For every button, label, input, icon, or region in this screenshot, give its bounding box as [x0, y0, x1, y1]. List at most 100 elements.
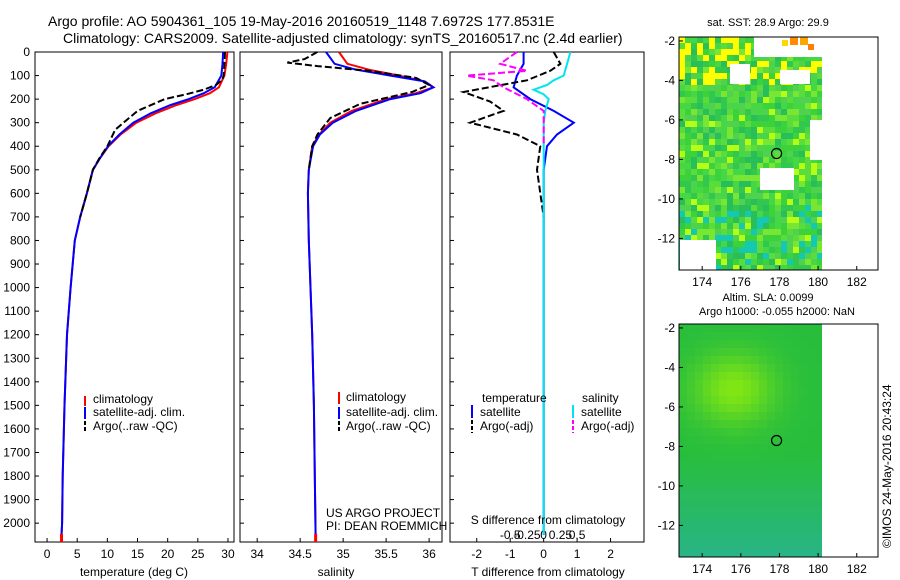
sst-cell	[775, 85, 781, 91]
sst-cell	[781, 223, 787, 229]
sst-cell	[709, 223, 715, 229]
sst-cell	[721, 49, 727, 55]
sla-cell	[711, 500, 719, 508]
sla-cell	[799, 444, 807, 452]
sst-cell	[727, 175, 733, 181]
series-line-argo-raw-qc-	[79, 51, 226, 218]
sst-cell	[679, 55, 685, 61]
sla-cell	[743, 420, 751, 428]
sla-cell	[695, 540, 703, 548]
sla-cell	[711, 436, 719, 444]
sst-cell	[679, 157, 685, 163]
sla-cell	[799, 412, 807, 420]
sst-cell	[739, 211, 745, 217]
temperature-legend: climatology satellite-adj. clim. Argo(..…	[84, 392, 185, 433]
sla-cell	[807, 428, 815, 436]
sst-cell	[715, 49, 721, 55]
sst-cell	[781, 151, 787, 157]
sst-cell	[763, 79, 769, 85]
sla-cell	[751, 332, 759, 340]
sla-cell	[767, 460, 775, 468]
sst-cell	[703, 175, 709, 181]
map-x-tick-label: 180	[808, 275, 828, 289]
sst-cell	[703, 217, 709, 223]
sla-cell	[711, 524, 719, 532]
sla-cell	[767, 428, 775, 436]
sla-cell	[767, 476, 775, 484]
sla-cell	[703, 412, 711, 420]
sst-cell	[745, 121, 751, 127]
sla-cell	[791, 452, 799, 460]
sst-cell	[781, 55, 787, 61]
sst-cell	[799, 181, 805, 187]
sst-cell	[739, 139, 745, 145]
sst-cell	[799, 175, 805, 181]
sla-cell	[703, 548, 711, 556]
sst-cell	[679, 49, 685, 55]
sst-cell	[757, 193, 763, 199]
sla-cell	[735, 524, 743, 532]
sst-cell	[697, 67, 703, 73]
sst-cell	[739, 247, 745, 253]
sst-cell	[733, 223, 739, 229]
sst-cell	[697, 121, 703, 127]
sst-cell	[733, 55, 739, 61]
sla-cell	[703, 460, 711, 468]
sla-cell	[687, 524, 695, 532]
sla-cell	[687, 364, 695, 372]
sst-cell	[709, 115, 715, 121]
sla-cell	[751, 444, 759, 452]
sla-cell	[695, 412, 703, 420]
sst-cell	[739, 265, 745, 270]
sst-cell	[769, 103, 775, 109]
sla-cell	[711, 404, 719, 412]
sst-cell	[775, 241, 781, 247]
sst-cell	[751, 91, 757, 97]
sst-cell	[721, 205, 727, 211]
sla-cell	[767, 324, 775, 332]
sla-cell	[807, 412, 815, 420]
sst-cell	[679, 91, 685, 97]
x2-tick-label: -0.25	[513, 528, 541, 542]
sst-cell	[811, 193, 817, 199]
sst-cell	[775, 157, 781, 163]
sst-cell	[805, 253, 811, 259]
sla-cell	[767, 356, 775, 364]
sst-cell	[805, 91, 811, 97]
sla-cell	[815, 484, 822, 492]
x2-tick-label: -0.5	[500, 528, 521, 542]
sst-cell	[685, 91, 691, 97]
sst-cell	[793, 85, 799, 91]
sst-cell	[811, 223, 817, 229]
sla-cell	[743, 340, 751, 348]
sla-cell	[687, 380, 695, 388]
sst-cell	[769, 85, 775, 91]
sla-cell	[799, 532, 807, 540]
sla-cell	[759, 492, 767, 500]
sst-cell	[679, 199, 685, 205]
sst-cell	[691, 121, 697, 127]
sst-cell	[817, 235, 822, 241]
sla-cell	[807, 348, 815, 356]
sst-cell	[727, 43, 733, 49]
sst-cell	[787, 109, 793, 115]
sla-cell	[727, 348, 735, 356]
sla-cell	[783, 404, 791, 412]
sla-cell	[799, 484, 807, 492]
sst-cell	[817, 103, 822, 109]
sst-cell	[763, 67, 769, 73]
sla-cell	[679, 412, 687, 420]
sst-cell	[817, 55, 822, 61]
sst-cell	[751, 79, 757, 85]
sla-cell	[815, 516, 822, 524]
sla-cell	[743, 476, 751, 484]
difference-x2label: S difference from climatology	[471, 513, 626, 527]
sst-cell	[781, 235, 787, 241]
sst-cell	[721, 61, 727, 67]
sst-cell	[745, 91, 751, 97]
y-tick-label: 1400	[3, 375, 30, 389]
sst-cell	[769, 115, 775, 121]
sst-cell	[739, 187, 745, 193]
sst-cell	[721, 37, 727, 43]
sst-cell	[751, 109, 757, 115]
